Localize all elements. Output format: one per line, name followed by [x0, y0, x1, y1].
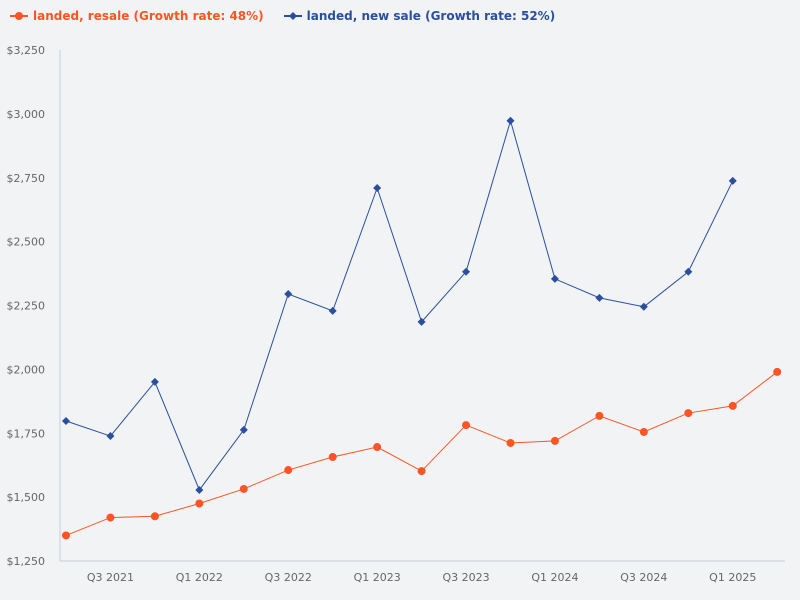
legend-label: landed, new sale (Growth rate: 52%)	[306, 9, 556, 23]
data-point	[595, 411, 604, 420]
series-line-0	[65, 371, 778, 536]
y-tick-label: $3,250	[7, 44, 46, 57]
data-point	[684, 267, 693, 276]
x-tick-label: Q3 2023	[442, 571, 489, 584]
data-point	[728, 401, 737, 410]
data-point	[639, 302, 648, 311]
y-tick-label: $1,750	[7, 427, 46, 440]
data-point	[506, 438, 515, 447]
y-tick-label: $2,500	[7, 236, 46, 249]
data-point	[62, 531, 70, 540]
circle-marker-icon	[10, 12, 28, 20]
data-point	[639, 427, 648, 436]
legend-item-resale[interactable]: landed, resale (Growth rate: 48%)	[10, 9, 264, 23]
data-point	[195, 499, 204, 508]
data-point	[150, 377, 159, 386]
x-tick-label: Q1 2025	[709, 571, 756, 584]
data-point	[373, 183, 382, 192]
data-point	[684, 409, 693, 418]
data-point	[328, 453, 337, 462]
data-point	[284, 466, 293, 475]
legend-item-new-sale[interactable]: landed, new sale (Growth rate: 52%)	[283, 9, 556, 23]
data-point	[728, 176, 737, 185]
data-point	[106, 432, 115, 441]
data-point	[506, 116, 515, 125]
data-point	[417, 317, 426, 326]
data-point	[462, 267, 471, 276]
data-point	[239, 425, 248, 434]
y-tick-label: $1,500	[7, 491, 46, 504]
y-tick-label: $2,000	[7, 363, 46, 376]
data-point	[239, 484, 248, 493]
y-tick-label: $3,000	[7, 108, 46, 121]
y-tick-label: $2,750	[7, 172, 46, 185]
y-tick-label: $1,250	[7, 555, 46, 568]
series-line-1	[65, 118, 734, 491]
x-tick-label: Q1 2023	[354, 571, 401, 584]
y-tick-label: $2,250	[7, 300, 46, 313]
data-point	[106, 513, 115, 522]
data-point	[62, 416, 70, 425]
x-tick-label: Q3 2022	[265, 571, 312, 584]
data-point	[373, 443, 382, 452]
data-point	[550, 436, 559, 445]
data-point	[773, 367, 782, 376]
data-point	[462, 421, 471, 430]
data-point	[284, 290, 293, 299]
data-point	[550, 274, 559, 283]
data-point	[328, 306, 337, 315]
data-point	[595, 293, 604, 302]
data-point	[417, 467, 426, 476]
data-point	[195, 485, 204, 494]
legend: landed, resale (Growth rate: 48%) landed…	[10, 9, 555, 23]
x-tick-label: Q3 2024	[620, 571, 667, 584]
x-tick-label: Q3 2021	[87, 571, 134, 584]
legend-label: landed, resale (Growth rate: 48%)	[33, 9, 264, 23]
x-tick-label: Q1 2024	[531, 571, 578, 584]
x-tick-label: Q1 2022	[176, 571, 223, 584]
diamond-marker-icon	[283, 12, 302, 20]
data-point	[150, 512, 159, 521]
